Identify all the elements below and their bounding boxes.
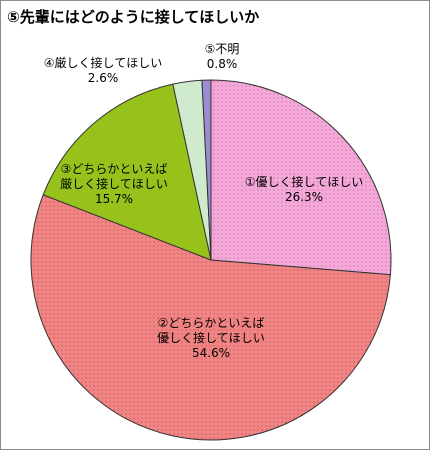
slice-category-label: 優しく接してほしい [157,330,265,345]
slice-value-label: 26.3% [285,190,323,204]
slice-label-dochiraka-kibishiku: ③どちらかといえば厳しく接してほしい 15.7% [60,162,168,206]
slice-category-label: ②どちらかといえば [158,316,265,330]
slice-label-kibishiku: ④厳しく接してほしい 2.6% [44,55,162,85]
slice-category-label: 厳しく接してほしい [60,176,168,191]
pie-slice-dochiraka-yasashiku [30,194,391,441]
slice-value-label: 0.8% [207,57,238,71]
slice-label-fumei: ⑤不明 0.8% [205,42,240,71]
slice-category-label: ⑤不明 [205,42,240,56]
slice-value-label: 2.6% [88,71,119,85]
slice-label-dochiraka-yasashiku: ②どちらかといえば優しく接してほしい 54.6% [157,316,265,360]
pie-slice-yasashiku [210,79,392,276]
chart-title: ⑤先輩にはどのように接してほしいか [7,8,260,26]
slice-category-label: ③どちらかといえば [61,162,168,176]
pie-slice-fumei [201,79,212,261]
slice-category-label: ④厳しく接してほしい [44,55,162,70]
slice-value-label: 54.6% [192,346,230,360]
slice-category-label: ①優しく接してほしい [245,174,363,189]
pie-slice-dochiraka-kibishiku [42,83,212,261]
slice-label-yasashiku: ①優しく接してほしい 26.3% [245,174,363,204]
slice-value-label: 15.7% [95,192,133,206]
